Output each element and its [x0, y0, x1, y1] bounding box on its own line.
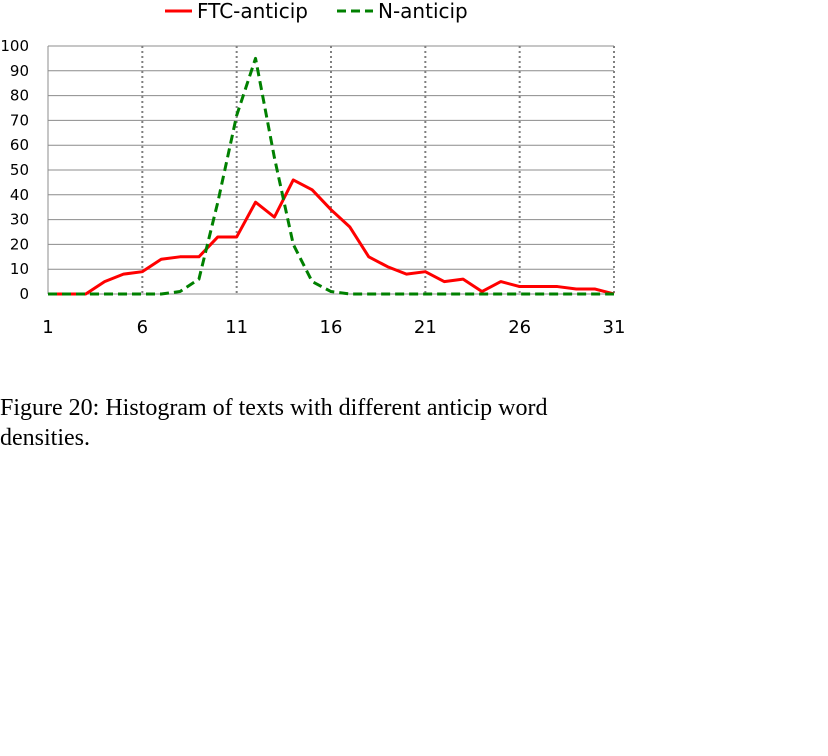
chart-series [48, 56, 615, 296]
y-tick-label: 70 [10, 111, 29, 129]
x-tick-label: 6 [137, 317, 148, 338]
x-axis-ticks: 1 6 11 16 21 26 31 [42, 317, 625, 338]
y-tick-label: 90 [10, 62, 29, 80]
legend-label-N-anticip: N-anticip [378, 0, 468, 23]
y-axis-ticks: 0 10 20 30 40 50 60 70 80 90 100 [0, 37, 29, 303]
line-chart: FTC-anticip N-anticip 0 10 20 30 40 50 60 70 80 90… [0, 0, 625, 338]
x-tick-label: 1 [42, 317, 53, 338]
y-tick-label: 100 [0, 37, 29, 55]
x-tick-label: 26 [508, 317, 531, 338]
x-tick-label: 16 [320, 317, 343, 338]
chart-grid [48, 45, 615, 294]
y-tick-label: 40 [10, 186, 29, 204]
x-tick-label: 11 [225, 317, 248, 338]
chart-axes [47, 46, 614, 295]
chart-legend: FTC-anticip N-anticip [165, 0, 468, 23]
y-tick-label: 0 [19, 285, 29, 303]
y-tick-label: 50 [10, 161, 29, 179]
y-tick-label: 20 [10, 235, 29, 253]
figure-caption: Figure 20: Histogram of texts with diffe… [0, 395, 548, 451]
x-tick-label: 31 [603, 317, 626, 338]
x-tick-label: 21 [414, 317, 437, 338]
y-tick-label: 60 [10, 136, 29, 154]
legend-label-FTC-anticip: FTC-anticip [197, 0, 308, 23]
y-tick-label: 10 [10, 260, 29, 278]
series-line-N-anticip [48, 56, 614, 296]
y-tick-label: 80 [10, 87, 29, 105]
series-line-FTC-anticip [48, 178, 615, 296]
y-tick-label: 30 [10, 211, 29, 229]
